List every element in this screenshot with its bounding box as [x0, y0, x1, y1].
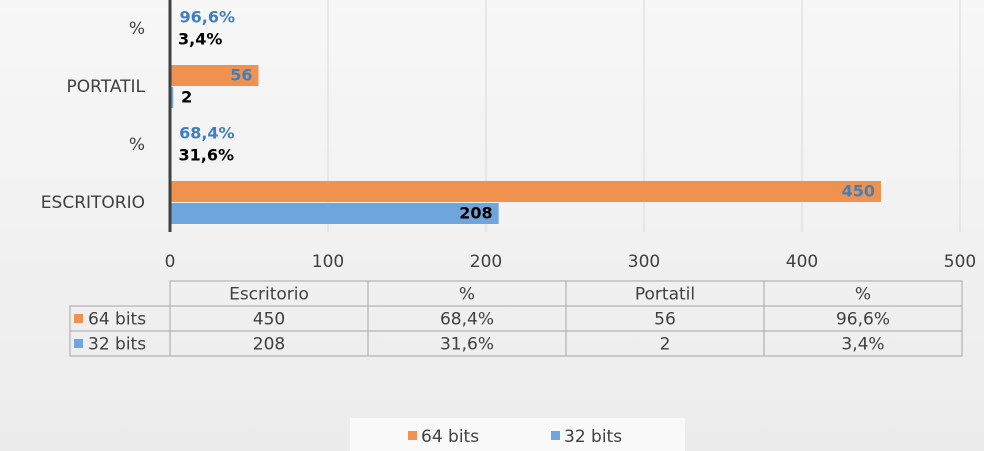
x-tick-label: 200	[470, 252, 502, 272]
y-tick-label: %	[129, 135, 145, 155]
legend-key	[408, 431, 417, 440]
table-value: 3,4%	[841, 335, 884, 355]
table-value: 68,4%	[440, 310, 494, 330]
bar	[170, 65, 259, 86]
legend-box	[350, 418, 685, 451]
table-value: 56	[654, 310, 676, 330]
bar	[170, 203, 499, 224]
legend-label: 32 bits	[564, 427, 622, 447]
x-tick-label: 300	[628, 252, 660, 272]
legend-key	[74, 339, 83, 348]
bar	[170, 87, 174, 108]
table-header: Escritorio	[229, 285, 309, 305]
bar	[170, 181, 881, 202]
table-value: 96,6%	[836, 310, 890, 330]
table-header: %	[855, 285, 871, 305]
table-cell	[763, 330, 963, 357]
table-value: 208	[253, 335, 285, 355]
x-tick-label: 400	[786, 252, 818, 272]
data-label: 68,4%	[179, 124, 235, 143]
data-label: 3,4%	[178, 30, 222, 49]
table-value: 2	[660, 335, 671, 355]
legend-key	[551, 431, 560, 440]
y-tick-label: PORTATIL	[67, 77, 146, 97]
data-label: 31,6%	[178, 146, 234, 165]
x-tick-label: 100	[312, 252, 344, 272]
table-header: %	[459, 285, 475, 305]
table-row-label: 32 bits	[88, 335, 146, 355]
table-value: 450	[253, 310, 285, 330]
data-label: 96,6%	[180, 8, 236, 27]
x-tick-label: 500	[944, 252, 976, 272]
data-label: 56	[230, 66, 252, 85]
data-label: 208	[459, 204, 492, 223]
table-row-label: 64 bits	[88, 310, 146, 330]
y-tick-label: ESCRITORIO	[41, 193, 145, 213]
legend-key	[74, 314, 83, 323]
x-tick-label: 0	[165, 252, 176, 272]
legend-label: 64 bits	[421, 427, 479, 447]
data-label: 2	[181, 88, 192, 107]
table-value: 31,6%	[440, 335, 494, 355]
data-label: 450	[842, 182, 875, 201]
table-header: Portatil	[635, 285, 695, 305]
y-tick-label: %	[129, 19, 145, 39]
